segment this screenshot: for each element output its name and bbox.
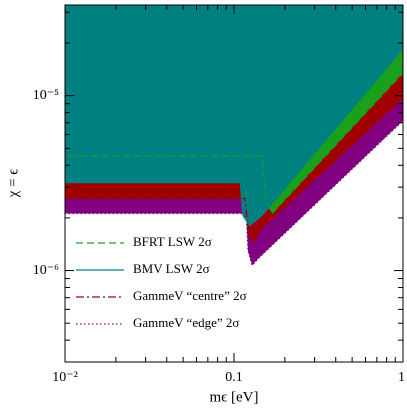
x-tick-label: 10⁻² bbox=[52, 370, 78, 385]
x-tick-label: 1 bbox=[398, 370, 405, 385]
region-outline bbox=[65, 5, 403, 227]
y-tick-label: 10⁻⁵ bbox=[33, 88, 59, 103]
plot-area bbox=[65, 5, 403, 267]
y-tick-label: 10⁻⁶ bbox=[33, 263, 59, 278]
legend-label: GammeV “edge” 2σ bbox=[133, 315, 239, 330]
x-tick-label: 0.1 bbox=[225, 370, 243, 385]
y-axis-label: χ = ϵ bbox=[5, 169, 21, 199]
region-outline bbox=[65, 5, 403, 244]
legend-label: BMV LSW 2σ bbox=[133, 261, 210, 276]
legend-label: BFRT LSW 2σ bbox=[133, 234, 212, 249]
region bbox=[65, 5, 403, 226]
legend-label: GammeV “centre” 2σ bbox=[133, 288, 247, 303]
x-axis-label: mϵ [eV] bbox=[210, 389, 259, 405]
